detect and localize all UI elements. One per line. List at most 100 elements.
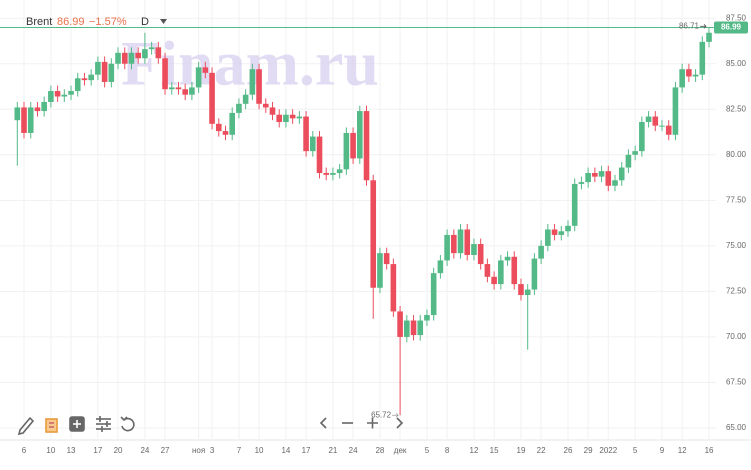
candle-body: [330, 173, 336, 175]
candle-body: [524, 289, 531, 296]
x-tick-label: 9: [660, 446, 665, 455]
candle-body: [81, 78, 88, 81]
candle-body: [652, 116, 659, 126]
x-tick-label: 5: [633, 446, 638, 455]
y-tick-label: 85.00: [726, 59, 747, 68]
candle-body: [115, 52, 121, 64]
candle-body: [303, 116, 309, 152]
x-tick-label: 16: [705, 446, 714, 455]
candle-body: [142, 49, 148, 59]
symbol: Brent: [26, 16, 52, 28]
candle-body: [659, 125, 665, 127]
candle-body: [545, 229, 551, 246]
candle-body: [451, 234, 457, 254]
candle-body: [121, 52, 128, 64]
interval[interactable]: D: [141, 16, 149, 28]
candle-body: [437, 260, 444, 274]
candle-body: [464, 229, 471, 255]
candle-body: [128, 52, 135, 64]
candle-body: [377, 253, 383, 288]
x-tick-label: дек: [394, 446, 407, 455]
candle-body: [48, 91, 54, 102]
candle-body: [558, 231, 565, 235]
candle-body: [135, 52, 141, 59]
y-tick-label: 80.00: [726, 150, 747, 159]
candle-body: [632, 151, 638, 155]
last-price-tag: [714, 21, 748, 34]
last-price: 86.99: [57, 16, 85, 28]
y-tick-label: 70.00: [726, 332, 747, 341]
candle-body: [397, 311, 403, 337]
reset[interactable]: [120, 416, 135, 432]
x-tick-label: 17: [302, 446, 311, 455]
candle-body: [605, 171, 612, 186]
candle-body: [323, 173, 330, 175]
candle-body: [706, 32, 712, 42]
y-tick-label: 72.50: [726, 286, 747, 295]
candle-body: [276, 114, 283, 123]
candle-body: [417, 320, 424, 336]
x-tick-label: 6: [22, 446, 27, 455]
candles: [14, 27, 712, 416]
candle-body: [350, 132, 356, 159]
list-tool[interactable]: [45, 418, 58, 433]
candle-body: [88, 74, 94, 81]
candle-body: [679, 69, 685, 88]
candle-body: [518, 284, 524, 296]
overlay: 86.99 86.71 65.72: [0, 21, 748, 419]
candle-body: [645, 116, 652, 123]
candle-body: [699, 41, 706, 75]
candle-body: [209, 72, 215, 124]
candle-body: [182, 89, 188, 95]
candle-body: [383, 253, 390, 265]
y-tick-label: 65.00: [726, 423, 747, 432]
candle-body: [686, 69, 692, 77]
x-tick-label: 24: [349, 446, 358, 455]
y-tick-label: 67.50: [726, 378, 747, 387]
x-tick-label: 14: [281, 446, 290, 455]
scroll-right[interactable]: [396, 417, 404, 429]
candle-body: [262, 103, 269, 108]
candle-body: [316, 136, 323, 174]
interval-dropdown[interactable]: [160, 19, 167, 24]
toolbar: [17, 416, 404, 436]
x-tick-label: 21: [328, 446, 337, 455]
candle-body: [34, 107, 41, 112]
candle-body: [498, 260, 504, 285]
candle-body: [148, 47, 155, 50]
candle-body: [531, 258, 538, 290]
candle-body: [538, 245, 544, 259]
candle-body: [639, 122, 645, 152]
high-arrow: [700, 24, 707, 29]
x-tick-label: 20: [114, 446, 123, 455]
candle-body: [256, 69, 262, 104]
candle-body: [41, 101, 47, 112]
x-tick-label: 2022: [599, 446, 617, 455]
candle-body: [457, 229, 464, 254]
candle-body: [14, 107, 21, 121]
add-indicator[interactable]: [69, 416, 85, 432]
candle-body: [68, 91, 74, 95]
candle-body: [336, 169, 343, 174]
candle-body: [101, 61, 108, 82]
scroll-left[interactable]: [319, 417, 327, 429]
high-label: 86.71: [679, 21, 700, 30]
settings[interactable]: [96, 416, 111, 432]
candle-body: [61, 94, 68, 97]
candle-body: [242, 94, 249, 104]
candle-body: [578, 182, 585, 184]
candle-body: [222, 131, 229, 135]
candle-body: [108, 63, 115, 82]
x-tick-label: 27: [161, 446, 170, 455]
candle-body: [189, 87, 195, 95]
grid: 87.50 85.00 82.50 80.00 77.50 75.00 72.50 70.00…: [0, 0, 751, 455]
x-tick-label: 10: [46, 446, 55, 455]
candle-body: [672, 87, 679, 135]
y-tick-label: 82.50: [726, 104, 747, 113]
candle-body: [592, 173, 598, 177]
x-tick-label: 28: [375, 446, 384, 455]
candle-body: [202, 67, 209, 73]
draw-tool[interactable]: [17, 416, 35, 436]
zoom-in[interactable]: [367, 417, 378, 429]
x-tick-label: 29: [584, 446, 593, 455]
